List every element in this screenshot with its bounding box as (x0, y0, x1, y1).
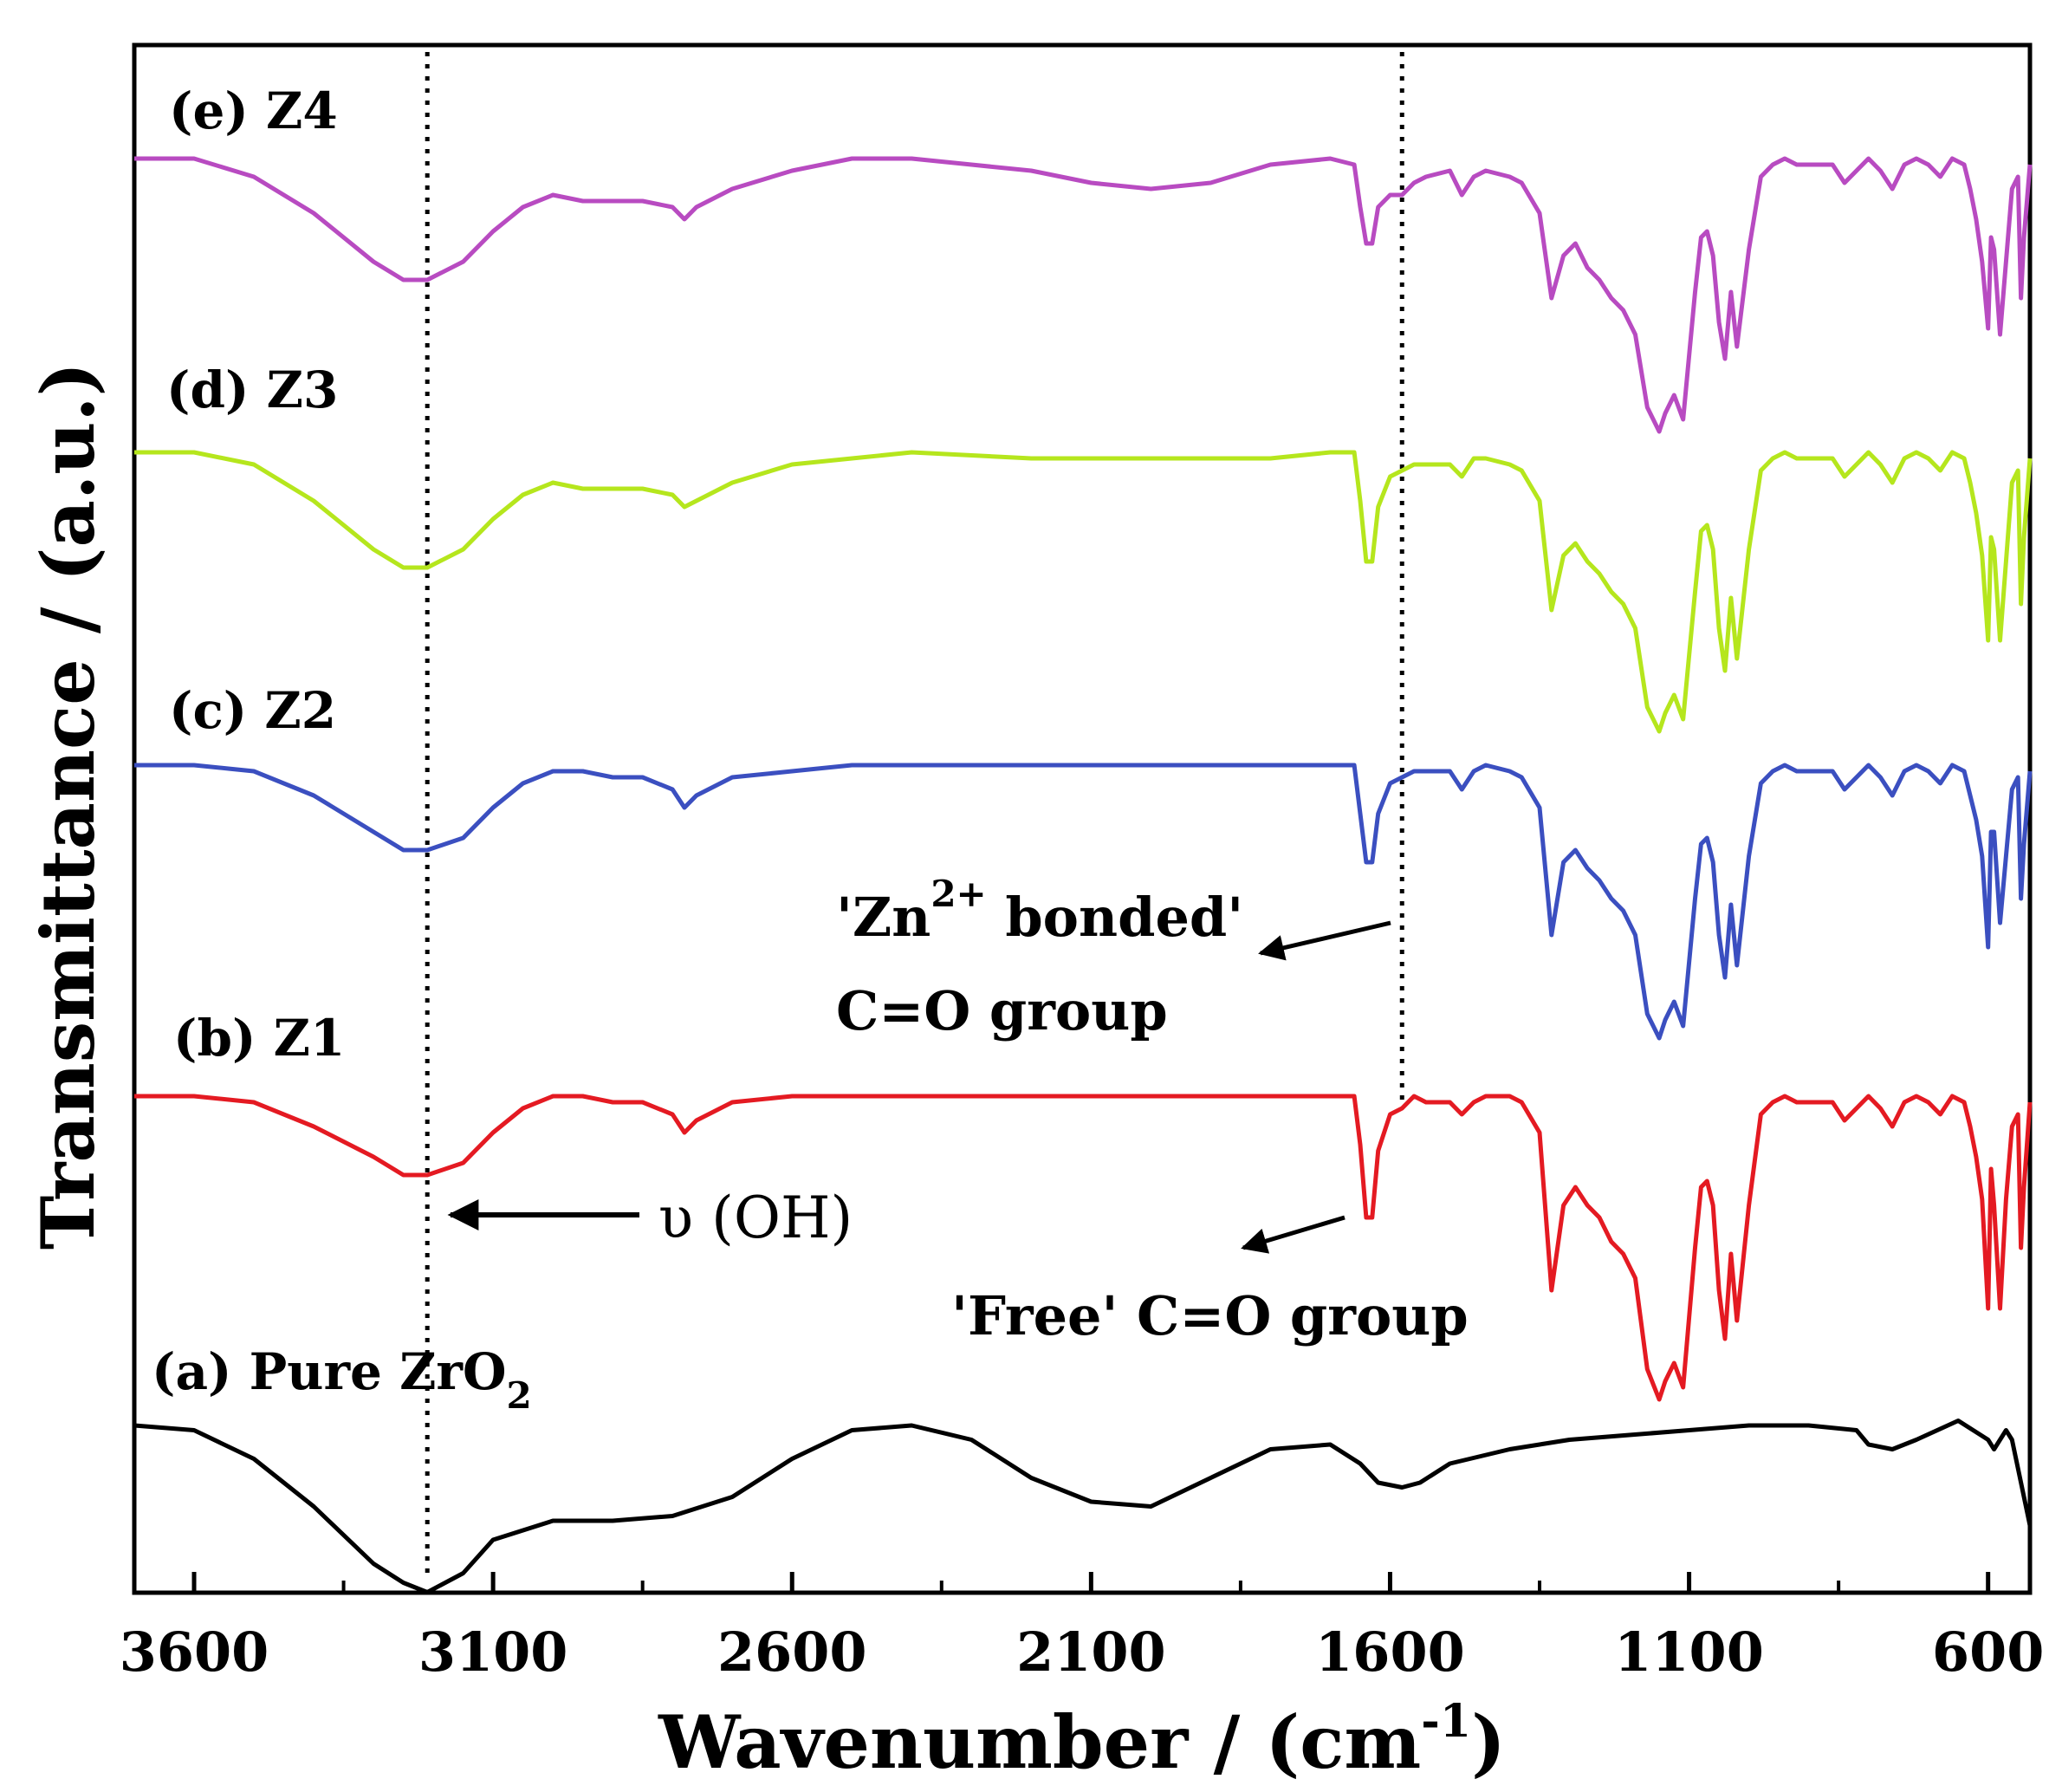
series-label-a-sub: 2 (507, 1374, 532, 1417)
series-line-z4 (134, 156, 2033, 434)
x-tick-label-1100: 1100 (1614, 1620, 1764, 1684)
annotation-zn-sup: 2+ (930, 873, 986, 915)
x-tick-label-3600: 3600 (120, 1620, 269, 1684)
series-line-z3 (134, 450, 2033, 734)
y-axis-title: Transmittance / (a.u.) (25, 362, 111, 1250)
series-line-pure-zro2 (133, 1419, 2033, 1594)
annotation-free-co: 'Free' C=O group (951, 1215, 1469, 1347)
annotation-zn-line1: 'Zn2+ bonded' (836, 873, 1243, 949)
annotation-zn-bonded: 'Zn2+ bonded' C=O group (836, 873, 1391, 1042)
x-axis-title-sup: -1 (1421, 1695, 1471, 1748)
series-group (133, 156, 2033, 1594)
series-line-z1 (134, 1094, 2033, 1402)
series-label-a-main: (a) Pure ZrO (152, 1342, 507, 1401)
plot-frame (132, 42, 2033, 1595)
x-axis-title-main: Wavenumber / (cm (658, 1699, 1421, 1785)
x-axis-title: Wavenumber / (cm-1) (658, 1695, 1506, 1785)
series-label-d: (d) Z3 (166, 360, 338, 419)
annotation-zn-pre: 'Zn (836, 886, 930, 949)
x-tick-label-600: 600 (1932, 1620, 2044, 1684)
x-tick-label-2100: 2100 (1016, 1620, 1166, 1684)
annotation-oh: υ (OH) (447, 1185, 853, 1251)
series-label-c: (c) Z2 (169, 681, 336, 740)
annotation-zn-arrow (1258, 920, 1391, 961)
annotation-zn-line2: C=O group (836, 979, 1168, 1042)
x-tick-label-2600: 2600 (717, 1620, 867, 1684)
series-label-b: (b) Z1 (173, 1009, 345, 1068)
series-line-z2 (134, 763, 2033, 1041)
annotation-free-text: 'Free' C=O group (951, 1284, 1469, 1347)
x-tick-label-3100: 3100 (418, 1620, 568, 1684)
x-axis-tick-labels: 3600 3100 2600 2100 1600 1100 600 (120, 1620, 2045, 1684)
annotation-oh-text: υ (OH) (658, 1185, 853, 1251)
x-tick-label-1600: 1600 (1315, 1620, 1465, 1684)
series-label-e: (e) Z4 (169, 81, 338, 140)
reference-lines (425, 52, 1404, 1577)
x-axis-title-tail: ) (1471, 1699, 1506, 1785)
series-label-a: (a) Pure ZrO2 (152, 1342, 532, 1417)
annotation-zn-post: bonded' (987, 886, 1244, 949)
annotation-free-arrow (1241, 1215, 1345, 1254)
x-axis-ticks (191, 1572, 1991, 1593)
